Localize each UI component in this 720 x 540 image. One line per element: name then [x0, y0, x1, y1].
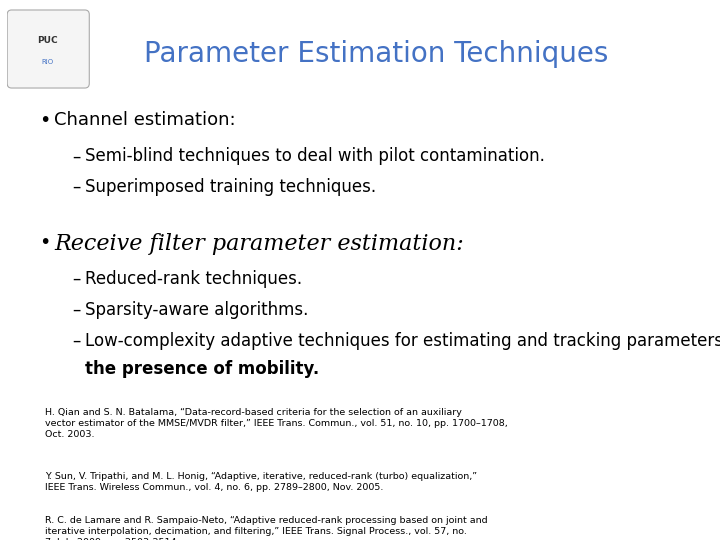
- Text: –: –: [72, 147, 81, 165]
- Text: the presence of mobility.: the presence of mobility.: [85, 360, 319, 377]
- Text: H. Qian and S. N. Batalama, “Data-record-based criteria for the selection of an : H. Qian and S. N. Batalama, “Data-record…: [45, 408, 508, 439]
- Text: Parameter Estimation Techniques: Parameter Estimation Techniques: [144, 40, 608, 68]
- Text: Reduced-rank techniques.: Reduced-rank techniques.: [85, 270, 302, 288]
- Text: –: –: [72, 332, 81, 349]
- Text: RIO: RIO: [42, 59, 54, 65]
- Text: •: •: [40, 233, 51, 252]
- Text: –: –: [72, 178, 81, 196]
- Text: R. C. de Lamare and R. Sampaio-Neto, “Adaptive reduced-rank processing based on : R. C. de Lamare and R. Sampaio-Neto, “Ad…: [45, 516, 487, 540]
- Text: Low-complexity adaptive techniques for estimating and tracking parameters in: Low-complexity adaptive techniques for e…: [85, 332, 720, 349]
- Text: Semi-blind techniques to deal with pilot contamination.: Semi-blind techniques to deal with pilot…: [85, 147, 545, 165]
- Text: •: •: [40, 111, 51, 130]
- Text: Receive filter parameter estimation:: Receive filter parameter estimation:: [54, 233, 464, 255]
- Text: –: –: [72, 270, 81, 288]
- Text: Sparsity-aware algorithms.: Sparsity-aware algorithms.: [85, 301, 308, 319]
- Text: Superimposed training techniques.: Superimposed training techniques.: [85, 178, 376, 196]
- Text: Y. Sun, V. Tripathi, and M. L. Honig, “Adaptive, iterative, reduced-rank (turbo): Y. Sun, V. Tripathi, and M. L. Honig, “A…: [45, 472, 477, 492]
- Text: –: –: [72, 301, 81, 319]
- Text: PUC: PUC: [37, 36, 58, 45]
- Text: Channel estimation:: Channel estimation:: [54, 111, 235, 129]
- FancyBboxPatch shape: [7, 10, 89, 88]
